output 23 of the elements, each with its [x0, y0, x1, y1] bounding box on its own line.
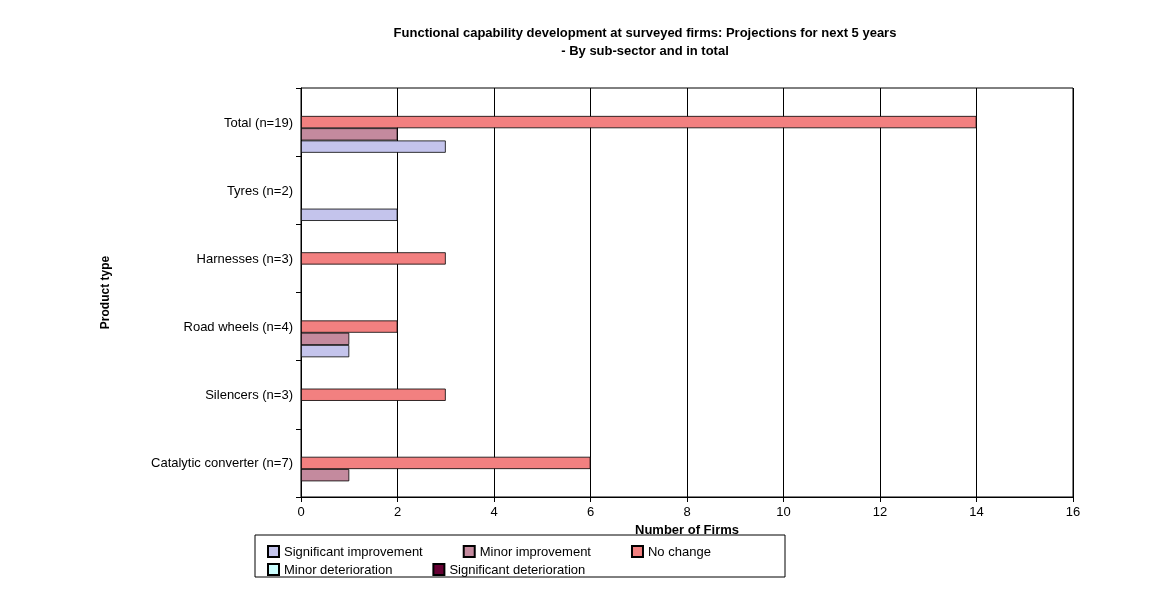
chart-title: Functional capability development at surveyed firms: Projections for next 5 years - By sub-sector and in total	[393, 24, 897, 58]
y-tick-label: Silencers (n=3)	[205, 387, 293, 403]
legend-label: Significant improvement	[284, 544, 424, 559]
x-tick-label: 0	[297, 504, 305, 519]
x-tick-label: 16	[1065, 504, 1081, 519]
x-tick-label: 10	[776, 504, 791, 519]
y-tick-label: Total (n=19)	[223, 114, 293, 130]
y-tick-label: Tyres (n=2)	[226, 182, 293, 198]
x-tick-label: 8	[683, 504, 691, 519]
x-tick-label: 4	[490, 504, 498, 519]
x-tick-label: 2	[393, 504, 402, 519]
y-tick-label: Road wheels (n=4)	[183, 319, 293, 335]
y-axis-title: Product type	[98, 255, 112, 330]
legend-label: No change	[647, 544, 711, 559]
legend-label: Minor deterioration	[284, 562, 393, 577]
x-axis-title: Number of Firms	[634, 521, 740, 537]
legend-label: Minor improvement	[479, 544, 592, 559]
x-tick-label: 14	[969, 504, 984, 519]
legend-label: Significant deterioration	[449, 562, 586, 577]
x-tick-label: 12	[872, 504, 888, 519]
x-tick-label: 6	[586, 504, 595, 519]
y-tick-label: Harnesses (n=3)	[196, 250, 293, 266]
y-tick-label: Catalytic converter (n=7)	[151, 455, 293, 471]
